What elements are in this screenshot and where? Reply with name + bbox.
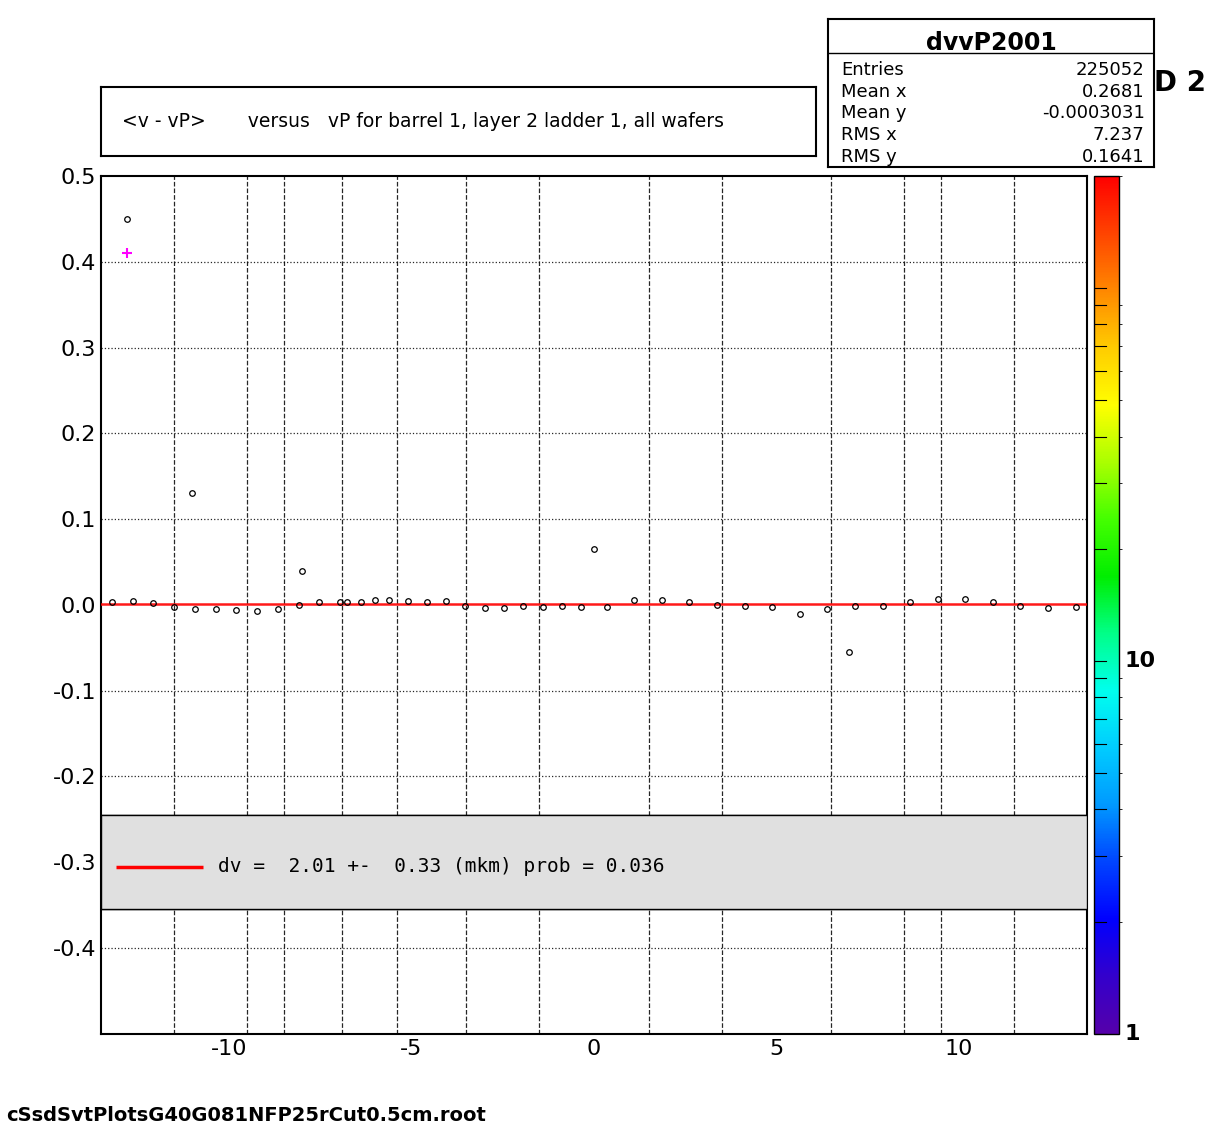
Text: 0.1641: 0.1641	[1082, 148, 1145, 166]
Text: -0.0003031: -0.0003031	[1042, 105, 1145, 123]
Text: 7.237: 7.237	[1093, 126, 1145, 144]
Text: <v - vP>       versus   vP for barrel 1, layer 2 ladder 1, all wafers: <v - vP> versus vP for barrel 1, layer 2…	[122, 112, 724, 131]
Text: D 2: D 2	[1154, 69, 1206, 97]
Text: dvvP2001: dvvP2001	[925, 31, 1057, 56]
Text: 0.2681: 0.2681	[1082, 83, 1145, 100]
Text: RMS y: RMS y	[841, 148, 897, 166]
Text: dv =  2.01 +-  0.33 (mkm) prob = 0.036: dv = 2.01 +- 0.33 (mkm) prob = 0.036	[218, 857, 664, 876]
Text: RMS x: RMS x	[841, 126, 897, 144]
Text: Mean y: Mean y	[841, 105, 907, 123]
Text: 225052: 225052	[1076, 60, 1145, 78]
Text: 1: 1	[1125, 1024, 1141, 1044]
Text: 10: 10	[1125, 651, 1156, 671]
Text: Mean x: Mean x	[841, 83, 907, 100]
Bar	[101, 815, 1087, 910]
Text: Entries: Entries	[841, 60, 904, 78]
Text: cSsdSvtPlotsG40G081NFP25rCut0.5cm.root: cSsdSvtPlotsG40G081NFP25rCut0.5cm.root	[6, 1105, 487, 1125]
